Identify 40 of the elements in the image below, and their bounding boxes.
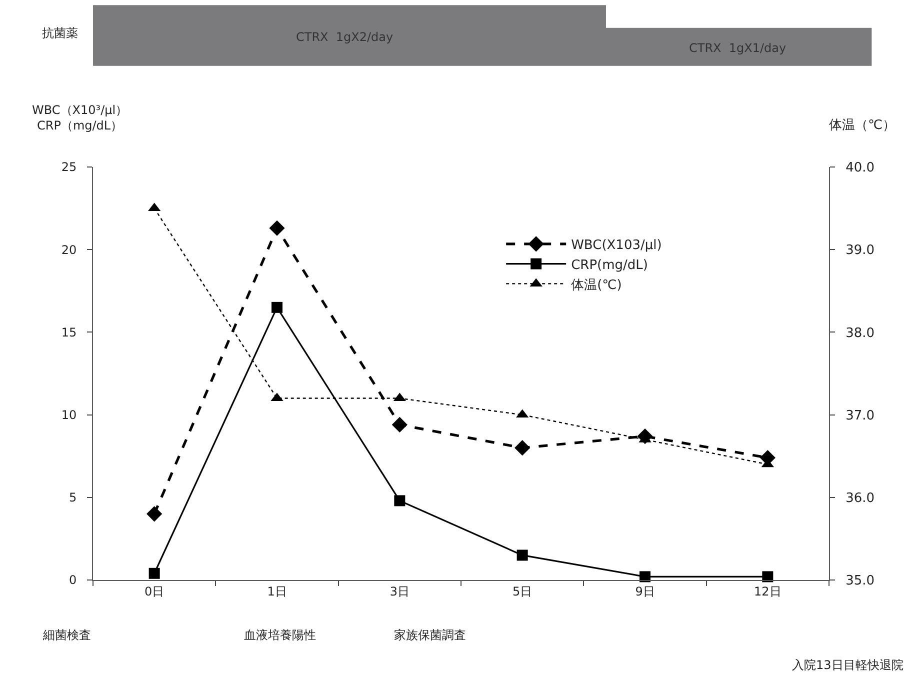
y-tick-label: 25 [61,160,77,174]
x-tick-label: 5日 [512,584,532,598]
x-tick-label: 3日 [390,584,410,598]
text: 抗菌薬 [42,26,78,40]
y2-axis-title: 体温（℃） [829,118,896,133]
y2-tick-label: 39.0 [846,243,875,258]
point [640,571,650,582]
text: 家族保菌調査 [394,628,466,642]
x-tick-label: 9日 [635,584,655,598]
legend-label: 体温(℃) [571,278,622,293]
y-tick-label: 10 [61,408,77,422]
legend-label: CRP(mg/dL) [571,258,648,273]
point [514,440,530,456]
x-tick-label: 12日 [754,584,782,598]
text: CTRX 1gX2/day [296,30,394,44]
y2-tick-label: 35.0 [846,574,875,589]
point [148,568,160,579]
text: 血液培養陽性 [244,628,316,642]
y2-tick-label: 40.0 [846,160,875,176]
point [272,302,282,313]
text: 細菌検査 [42,628,91,642]
point [269,220,285,236]
point [394,495,406,506]
text: 入院13日目軽快退院 [792,658,904,672]
y2-tick-label: 38.0 [846,326,875,341]
point [762,571,774,582]
point [516,550,528,561]
point [146,506,162,522]
x-tick-label: 1日 [267,584,287,598]
y2-tick-label: 36.0 [846,490,875,506]
y2-tick-label: 37.0 [846,408,875,424]
legend-label: WBC(X103/μl) [571,238,662,253]
y-tick-label: 15 [61,325,77,340]
y-axis-title: WBC（X10³/μl） CRP（mg/dL） [32,103,128,133]
text: CTRX 1gX1/day [689,41,786,55]
y-tick-label: 5 [68,490,77,505]
y-tick-label: 20 [61,242,77,257]
y-tick-label: 0 [68,573,77,588]
point [392,416,408,433]
x-tick-label: 0日 [144,584,164,598]
